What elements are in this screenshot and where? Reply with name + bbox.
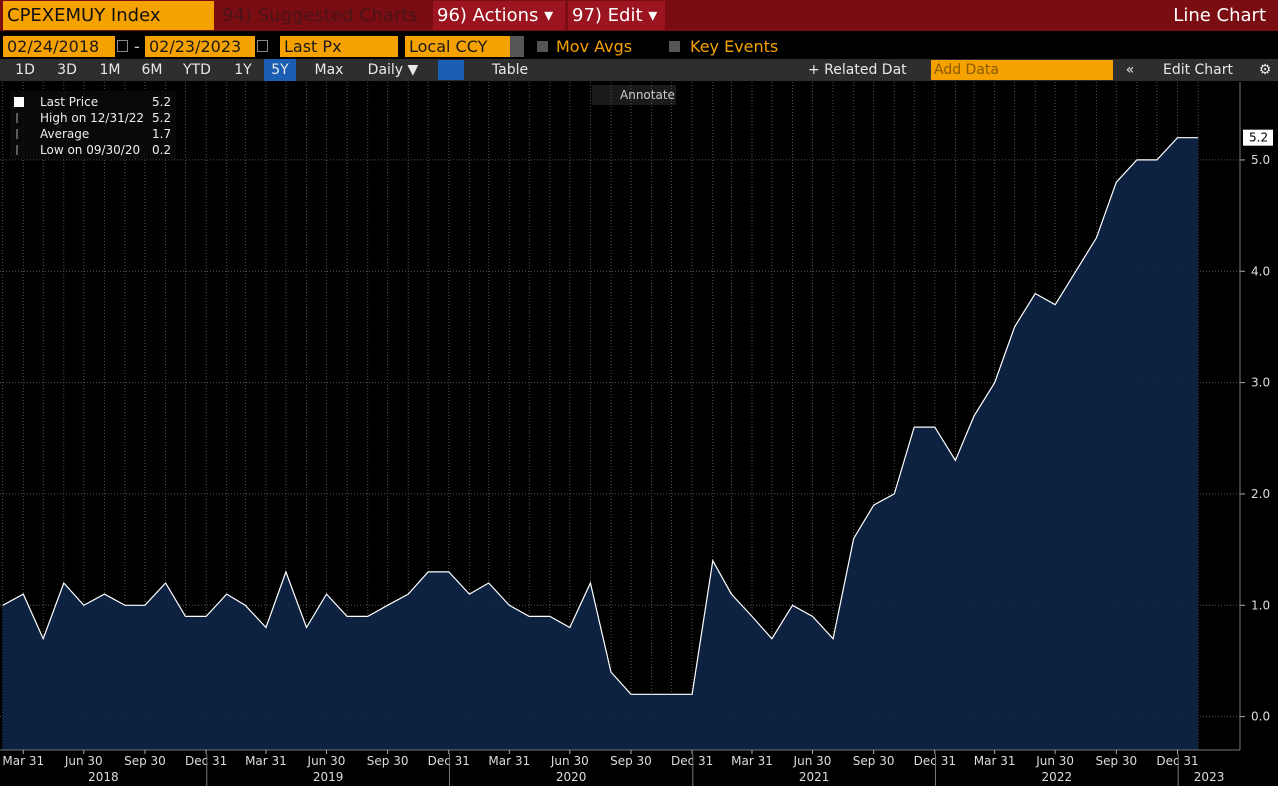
- start-date[interactable]: 02/24/2018: [3, 36, 115, 57]
- legend-value: 5.2: [152, 95, 171, 109]
- legend-label: Last Price: [40, 95, 98, 109]
- range-button[interactable]: 1M: [99, 62, 121, 78]
- range-button[interactable]: 1D: [15, 62, 35, 78]
- legend-swatch: [14, 97, 24, 107]
- year-label: 2020: [556, 770, 587, 784]
- y-tick-label: 0.0: [1251, 710, 1270, 724]
- frequency-select[interactable]: Daily ▼: [367, 62, 419, 78]
- year-label: 2021: [799, 770, 830, 784]
- legend: Last Price 5.2 High on 12/31/22 5.2 Average 1…: [10, 91, 176, 159]
- x-tick-label: Dec 31: [671, 754, 713, 768]
- year-label: 2018: [88, 770, 119, 784]
- x-tick-label: Jun 30: [793, 754, 832, 768]
- calendar-icon[interactable]: [257, 40, 268, 52]
- line-chart-icon[interactable]: [438, 60, 464, 80]
- year-label: 2019: [313, 770, 344, 784]
- legend-box: [10, 91, 176, 159]
- edit-chart[interactable]: Edit Chart: [1162, 62, 1234, 78]
- checkbox[interactable]: [669, 41, 680, 52]
- x-tick-label: Jun 30: [1035, 754, 1074, 768]
- key-events[interactable]: Key Events: [690, 37, 779, 56]
- y-tick-label: 2.0: [1251, 487, 1270, 501]
- y-tick-label: 1.0: [1251, 598, 1270, 612]
- x-tick-label: Mar 31: [488, 754, 530, 768]
- legend-label: Low on 09/30/20: [40, 143, 140, 157]
- range-button[interactable]: 6M: [141, 62, 163, 78]
- x-tick-label: Mar 31: [974, 754, 1016, 768]
- add-data-input[interactable]: Add Data: [931, 60, 1113, 80]
- x-tick-label: Mar 31: [2, 754, 44, 768]
- chart: Annotate 0.0 1.0 2.0 3.0 4.0 5.0 5.2 Mar 31 Jun …: [0, 82, 1273, 786]
- dropdown-arrow[interactable]: [510, 36, 524, 57]
- annotate-button[interactable]: [592, 85, 676, 105]
- collapse-button[interactable]: «: [1125, 62, 1135, 78]
- range-button[interactable]: YTD: [183, 62, 211, 78]
- table-button[interactable]: Table: [491, 62, 529, 78]
- x-tick-label: Sep 30: [853, 754, 895, 768]
- x-tick-label: Sep 30: [610, 754, 652, 768]
- end-date[interactable]: 02/23/2023: [145, 36, 255, 57]
- settings-icon[interactable]: ⚙: [1258, 62, 1272, 78]
- x-tick-label: Jun 30: [307, 754, 346, 768]
- year-label: 2022: [1042, 770, 1073, 784]
- x-tick-label: Sep 30: [124, 754, 166, 768]
- x-tick-label: Dec 31: [185, 754, 227, 768]
- currency-select[interactable]: Local CCY: [405, 36, 510, 57]
- x-tick-label: Mar 31: [731, 754, 773, 768]
- legend-label: High on 12/31/22: [40, 111, 144, 125]
- date-separator: -: [134, 37, 140, 56]
- legend-value: 5.2: [152, 111, 171, 125]
- security-box[interactable]: CPEXEMUY Index: [3, 1, 214, 30]
- x-tick-label: Dec 31: [428, 754, 470, 768]
- range-button[interactable]: 5Y: [264, 59, 296, 81]
- range-button[interactable]: 1Y: [234, 62, 252, 78]
- annotate-label[interactable]: Annotate: [620, 88, 675, 102]
- edit-menu[interactable]: 97) Edit ▾: [568, 1, 665, 30]
- suggested-charts[interactable]: 94) Suggested Charts: [218, 1, 430, 30]
- range-button[interactable]: 3D: [57, 62, 77, 78]
- year-label: 2023: [1194, 770, 1225, 784]
- x-tick-label: Jun 30: [550, 754, 589, 768]
- chart-type-label: Line Chart: [1173, 5, 1266, 26]
- last-price-tag: [1243, 129, 1273, 146]
- area: [2, 137, 1199, 750]
- legend-value: 0.2: [152, 143, 171, 157]
- line: [2, 137, 1199, 695]
- last-price-label: 5.2: [1249, 131, 1268, 145]
- y-tick-label: 5.0: [1251, 153, 1270, 167]
- y-tick-label: 4.0: [1251, 264, 1270, 278]
- checkbox[interactable]: [537, 41, 548, 52]
- x-tick-label: Dec 31: [914, 754, 956, 768]
- x-tick-label: Sep 30: [367, 754, 409, 768]
- y-tick-label: 3.0: [1251, 376, 1270, 390]
- legend-label: Average: [40, 127, 89, 141]
- x-tick-label: Sep 30: [1095, 754, 1137, 768]
- range-button[interactable]: Max: [314, 62, 344, 78]
- mov-avgs[interactable]: Mov Avgs: [556, 37, 633, 56]
- x-tick-label: Mar 31: [245, 754, 287, 768]
- legend-value: 1.7: [152, 127, 171, 141]
- x-tick-label: Dec 31: [1156, 754, 1198, 768]
- x-tick-label: Jun 30: [64, 754, 103, 768]
- calendar-icon[interactable]: [117, 40, 128, 52]
- actions-menu[interactable]: 96) Actions ▾: [433, 1, 565, 30]
- field-select[interactable]: Last Px: [280, 36, 398, 57]
- related-data[interactable]: + Related Dat: [808, 62, 907, 78]
